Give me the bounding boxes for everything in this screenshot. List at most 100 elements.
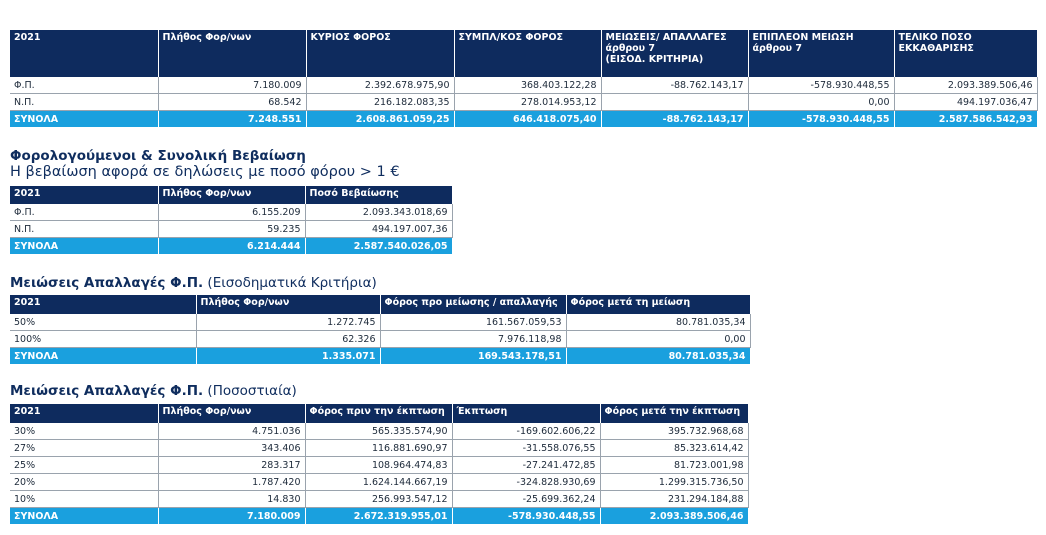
total-value: 2.587.540.026,05 [305, 237, 453, 254]
cell-value: -25.699.362,24 [452, 490, 601, 508]
table-row: 25% 283.317 108.964.474,83 -27.241.472,85 81… [10, 456, 749, 474]
cell-value: 80.781.035,34 [566, 314, 751, 331]
total-value: -578.930.448,55 [452, 507, 601, 524]
cell-value: 62.326 [196, 330, 381, 348]
total-value: 2.587.586.542,93 [894, 110, 1038, 127]
cell-value: 368.403.122,28 [454, 77, 602, 94]
table-row: 20% 1.787.420 1.624.144.667,19 -324.828.930… [10, 473, 749, 491]
cell-value: 68.542 [158, 93, 307, 111]
taxpayers-assessment-table: 2021 Πλήθος Φορ/νων Ποσό Βεβαίωσης Φ.Π. 6.15… [10, 186, 453, 254]
cell-value: 2.093.343.018,69 [305, 204, 453, 221]
totals-label: ΣΥΝΟΛΑ [10, 237, 159, 254]
total-value: -578.930.448,55 [748, 110, 895, 127]
cell-value: -324.828.930,69 [452, 473, 601, 491]
row-label: 30% [10, 423, 159, 440]
row-label: Φ.Π. [10, 77, 159, 94]
cell-value: 1.787.420 [158, 473, 306, 491]
column-header: Φόρος προ μείωσης / απαλλαγής [380, 295, 567, 314]
table-row: Φ.Π. 7.180.009 2.392.678.975,90 368.403.122… [10, 77, 1038, 94]
totals-row: ΣΥΝΟΛΑ 7.180.009 2.672.319.955,01 -578.930.… [10, 507, 749, 524]
column-header: Πλήθος Φορ/νων [158, 186, 306, 204]
cell-value: 216.182.083,35 [306, 93, 455, 111]
totals-label: ΣΥΝΟΛΑ [10, 507, 159, 524]
section-title-bold: Μειώσεις Απαλλαγές Φ.Π. [10, 383, 204, 399]
cell-value: 2.392.678.975,90 [306, 77, 455, 94]
total-value: 7.180.009 [158, 507, 306, 524]
total-value: 1.335.071 [196, 347, 381, 364]
row-label: 25% [10, 456, 159, 474]
cell-value: 6.155.209 [158, 204, 306, 221]
table-row: Ν.Π. 68.542 216.182.083,35 278.014.953,12 0,… [10, 93, 1038, 111]
column-header: Πλήθος Φορ/νων [158, 404, 306, 423]
row-label: 20% [10, 473, 159, 491]
column-header: Ποσό Βεβαίωσης [305, 186, 453, 204]
section-title-income-criteria: Μειώσεις Απαλλαγές Φ.Π. (Εισοδηματικά Κρ… [10, 275, 377, 291]
column-header: ΣΥΜΠΛ/ΚΟΣ ΦΟΡΟΣ [454, 30, 602, 77]
cell-value: 116.881.690,97 [305, 439, 453, 457]
row-label: Ν.Π. [10, 93, 159, 111]
total-value: 169.543.178,51 [380, 347, 567, 364]
total-value: -88.762.143,17 [601, 110, 749, 127]
total-value: 2.093.389.506,46 [600, 507, 749, 524]
cell-value: 283.317 [158, 456, 306, 474]
income-criteria-reductions-table: 2021 Πλήθος Φορ/νων Φόρος προ μείωσης / απ… [10, 295, 751, 364]
row-label: Φ.Π. [10, 204, 159, 221]
row-label: 100% [10, 330, 197, 348]
cell-value: 1.272.745 [196, 314, 381, 331]
totals-label: ΣΥΝΟΛΑ [10, 110, 159, 127]
total-value: 2.608.861.059,25 [306, 110, 455, 127]
cell-value: 2.093.389.506,46 [894, 77, 1038, 94]
cell-value: -578.930.448,55 [748, 77, 895, 94]
cell-value: 0,00 [748, 93, 895, 111]
cell-value: 1.299.315.736,50 [600, 473, 749, 491]
column-header: Έκπτωση [452, 404, 601, 423]
table-row: Φ.Π. 6.155.209 2.093.343.018,69 [10, 204, 453, 221]
row-label: Ν.Π. [10, 220, 159, 238]
column-header: 2021 [10, 404, 159, 423]
total-value: 646.418.075,40 [454, 110, 602, 127]
cell-value: 14.830 [158, 490, 306, 508]
cell-value: 231.294.184,88 [600, 490, 749, 508]
cell-value: -31.558.076,55 [452, 439, 601, 457]
section-subtitle: Η βεβαίωση αφορά σε δηλώσεις με ποσό φόρ… [10, 164, 400, 180]
row-label: 50% [10, 314, 197, 331]
total-value: 6.214.444 [158, 237, 306, 254]
column-header: Φόρος μετά τη μείωση [566, 295, 751, 314]
cell-value: 161.567.059,53 [380, 314, 567, 331]
cell-value: 494.197.007,36 [305, 220, 453, 238]
cell-value: -88.762.143,17 [601, 77, 749, 94]
header-row: 2021 Πλήθος Φορ/νων Φόρος πριν την έκπτωση… [10, 404, 749, 423]
total-value: 2.672.319.955,01 [305, 507, 453, 524]
section-title-bold: Μειώσεις Απαλλαγές Φ.Π. [10, 275, 204, 291]
section-title-text: Φορολογούμενοι & Συνολική Βεβαίωση [10, 148, 306, 164]
total-value: 7.248.551 [158, 110, 307, 127]
header-row: 2021 Πλήθος Φορ/νων Φόρος προ μείωσης / απ… [10, 295, 751, 314]
header-row: 2021 Πλήθος Φορ/νων Ποσό Βεβαίωσης [10, 186, 453, 204]
section-title-rest: (Εισοδηματικά Κριτήρια) [203, 275, 377, 291]
cell-value: -169.602.606,22 [452, 423, 601, 440]
totals-label: ΣΥΝΟΛΑ [10, 347, 197, 364]
table-row: 30% 4.751.036 565.335.574,90 -169.602.606,2… [10, 423, 749, 440]
section-title-taxpayers: Φορολογούμενοι & Συνολική Βεβαίωση [10, 148, 306, 164]
cell-value: 278.014.953,12 [454, 93, 602, 111]
table-row: 100% 62.326 7.976.118,98 0,00 [10, 330, 751, 348]
cell-value: 343.406 [158, 439, 306, 457]
cell-value: 7.180.009 [158, 77, 307, 94]
column-header: 2021 [10, 186, 159, 204]
column-header: ΜΕΙΩΣΕΙΣ/ ΑΠΑΛΛΑΓΕΣ άρθρου 7 (ΕΙΣΟΔ. ΚΡΙ… [601, 30, 749, 77]
cell-value [601, 93, 749, 111]
column-header: Πλήθος Φορ/νων [158, 30, 307, 77]
cell-value: 7.976.118,98 [380, 330, 567, 348]
column-header: Φόρος μετά την έκπτωση [600, 404, 749, 423]
cell-value: 1.624.144.667,19 [305, 473, 453, 491]
totals-row: ΣΥΝΟΛΑ 1.335.071 169.543.178,51 80.781.035,… [10, 347, 751, 364]
column-header: ΚΥΡΙΟΣ ΦΟΡΟΣ [306, 30, 455, 77]
table-row: 10% 14.830 256.993.547,12 -25.699.362,24 231… [10, 490, 749, 508]
cell-value: -27.241.472,85 [452, 456, 601, 474]
total-value: 80.781.035,34 [566, 347, 751, 364]
cell-value: 395.732.968,68 [600, 423, 749, 440]
table-row: 50% 1.272.745 161.567.059,53 80.781.035,34 [10, 314, 751, 331]
row-label: 27% [10, 439, 159, 457]
column-header: ΤΕΛΙΚΟ ΠΟΣΟ ΕΚΚΑΘΑΡΙΣΗΣ [894, 30, 1038, 77]
column-header: 2021 [10, 30, 159, 77]
